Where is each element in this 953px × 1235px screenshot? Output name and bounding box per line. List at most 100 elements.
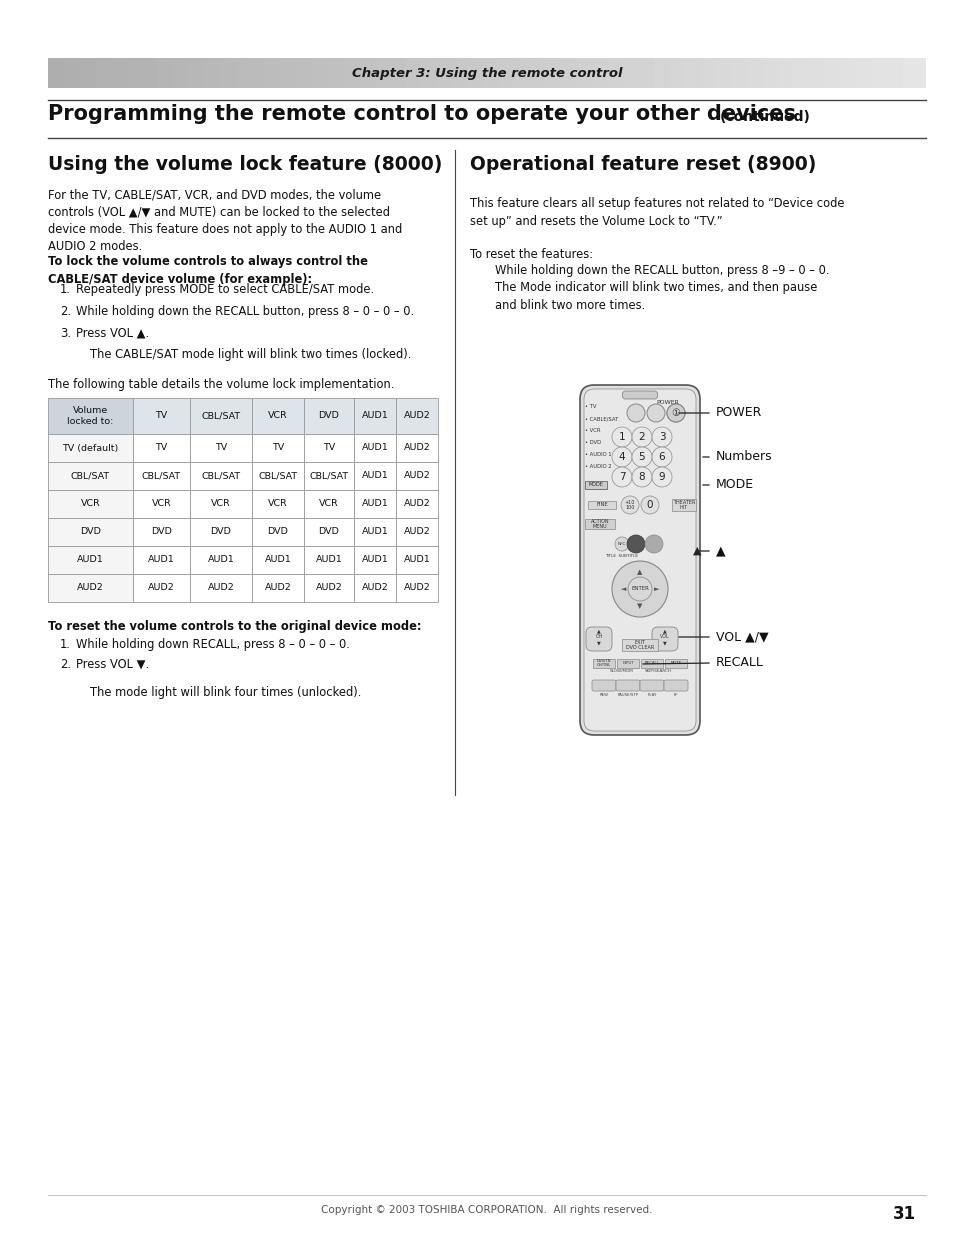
Text: TV: TV [272, 443, 284, 452]
Bar [132, 433, 190, 462]
Text: AUD1: AUD1 [208, 556, 234, 564]
Text: • VCR: • VCR [584, 429, 599, 433]
Bar [304, 546, 354, 574]
Bar [132, 490, 190, 517]
Bar [190, 517, 252, 546]
Text: TV: TV [155, 411, 168, 420]
Bar [132, 398, 190, 433]
Bar [395, 574, 437, 601]
Bar [664, 659, 686, 668]
Circle shape [626, 535, 644, 553]
Text: RECALL: RECALL [716, 657, 763, 669]
Text: MODE: MODE [588, 483, 603, 488]
Text: AUD1: AUD1 [361, 556, 388, 564]
FancyBboxPatch shape [592, 680, 616, 692]
Bar [132, 574, 190, 601]
Bar [304, 517, 354, 546]
Text: ENTER: ENTER [630, 587, 648, 592]
Text: AUD2: AUD2 [264, 583, 291, 593]
Circle shape [640, 496, 659, 514]
Circle shape [631, 467, 651, 487]
Text: Volume
locked to:: Volume locked to: [68, 406, 113, 426]
Text: VCR: VCR [268, 411, 288, 420]
FancyBboxPatch shape [622, 391, 657, 399]
Text: 6: 6 [658, 452, 664, 462]
Text: POWER: POWER [656, 400, 679, 405]
Circle shape [666, 404, 684, 422]
FancyBboxPatch shape [583, 389, 696, 731]
Text: AUD2: AUD2 [361, 583, 388, 593]
Text: AUD2: AUD2 [208, 583, 234, 593]
Bar [621, 638, 658, 651]
Bar [354, 574, 395, 601]
Bar [252, 398, 304, 433]
Text: (continued): (continued) [720, 110, 810, 124]
Text: ①: ① [671, 408, 679, 417]
Text: 0: 0 [646, 500, 653, 510]
Text: NFC: NFC [618, 542, 625, 546]
Bar [354, 546, 395, 574]
Text: AUD1: AUD1 [361, 527, 388, 536]
Bar [132, 546, 190, 574]
Text: Chapter 3: Using the remote control: Chapter 3: Using the remote control [352, 67, 621, 79]
FancyBboxPatch shape [639, 680, 663, 692]
Text: While holding down RECALL, press 8 – 0 – 0 – 0.: While holding down RECALL, press 8 – 0 –… [76, 638, 350, 651]
Circle shape [615, 537, 628, 551]
Bar [587, 501, 616, 509]
FancyBboxPatch shape [663, 680, 687, 692]
Bar [584, 480, 606, 489]
Text: Operational feature reset (8900): Operational feature reset (8900) [470, 156, 816, 174]
Text: AUD2: AUD2 [77, 583, 104, 593]
Text: DVD: DVD [267, 527, 288, 536]
Text: VCR: VCR [268, 499, 288, 509]
Circle shape [646, 404, 664, 422]
Bar [252, 517, 304, 546]
Bar [252, 574, 304, 601]
Text: 2.: 2. [60, 658, 71, 671]
Text: While holding down the RECALL button, press 8 –9 – 0 – 0.
The Mode indicator wil: While holding down the RECALL button, pr… [495, 264, 828, 312]
Text: DVS/TN
CH/TNL: DVS/TN CH/TNL [597, 658, 611, 667]
Text: 5: 5 [638, 452, 644, 462]
Circle shape [626, 404, 644, 422]
Circle shape [651, 467, 671, 487]
Bar [395, 490, 437, 517]
Text: To reset the volume controls to the original device mode:: To reset the volume controls to the orig… [48, 620, 421, 634]
Text: SKIP/SEARCH: SKIP/SEARCH [644, 669, 671, 673]
Text: VCR: VCR [211, 499, 231, 509]
Circle shape [631, 427, 651, 447]
Text: The following table details the volume lock implementation.: The following table details the volume l… [48, 378, 394, 391]
Text: CBL/SAT: CBL/SAT [258, 472, 297, 480]
Text: DVD: DVD [80, 527, 101, 536]
Text: AUD1: AUD1 [264, 556, 291, 564]
Text: AUD2: AUD2 [148, 583, 174, 593]
Text: While holding down the RECALL button, press 8 – 0 – 0 – 0.: While holding down the RECALL button, pr… [76, 305, 414, 317]
Text: The CABLE/SAT mode light will blink two times (locked).: The CABLE/SAT mode light will blink two … [90, 348, 411, 361]
Text: CBL/SAT: CBL/SAT [71, 472, 110, 480]
FancyBboxPatch shape [616, 680, 639, 692]
FancyBboxPatch shape [651, 627, 678, 651]
Circle shape [612, 467, 631, 487]
Text: AUD1: AUD1 [77, 556, 104, 564]
Text: To reset the features:: To reset the features: [470, 248, 593, 261]
Text: 2: 2 [638, 432, 644, 442]
Text: AUD2: AUD2 [403, 411, 430, 420]
Text: AUD2: AUD2 [403, 583, 430, 593]
Text: AUD1: AUD1 [361, 443, 388, 452]
Text: Programming the remote control to operate your other devices: Programming the remote control to operat… [48, 104, 795, 124]
Text: ▲
VOL
▼: ▲ VOL ▼ [659, 629, 669, 646]
Bar [304, 398, 354, 433]
Text: +10
100: +10 100 [624, 500, 635, 510]
Circle shape [666, 404, 684, 422]
Text: ▲: ▲ [716, 545, 725, 557]
Bar [671, 499, 696, 511]
Text: TV (default): TV (default) [62, 443, 118, 452]
Bar [395, 398, 437, 433]
Text: VCR: VCR [319, 499, 338, 509]
Text: VCR: VCR [152, 499, 172, 509]
Bar [354, 398, 395, 433]
Circle shape [612, 447, 631, 467]
Bar [304, 433, 354, 462]
Text: AUD2: AUD2 [403, 472, 430, 480]
Text: AUD2: AUD2 [315, 583, 342, 593]
Bar [395, 517, 437, 546]
